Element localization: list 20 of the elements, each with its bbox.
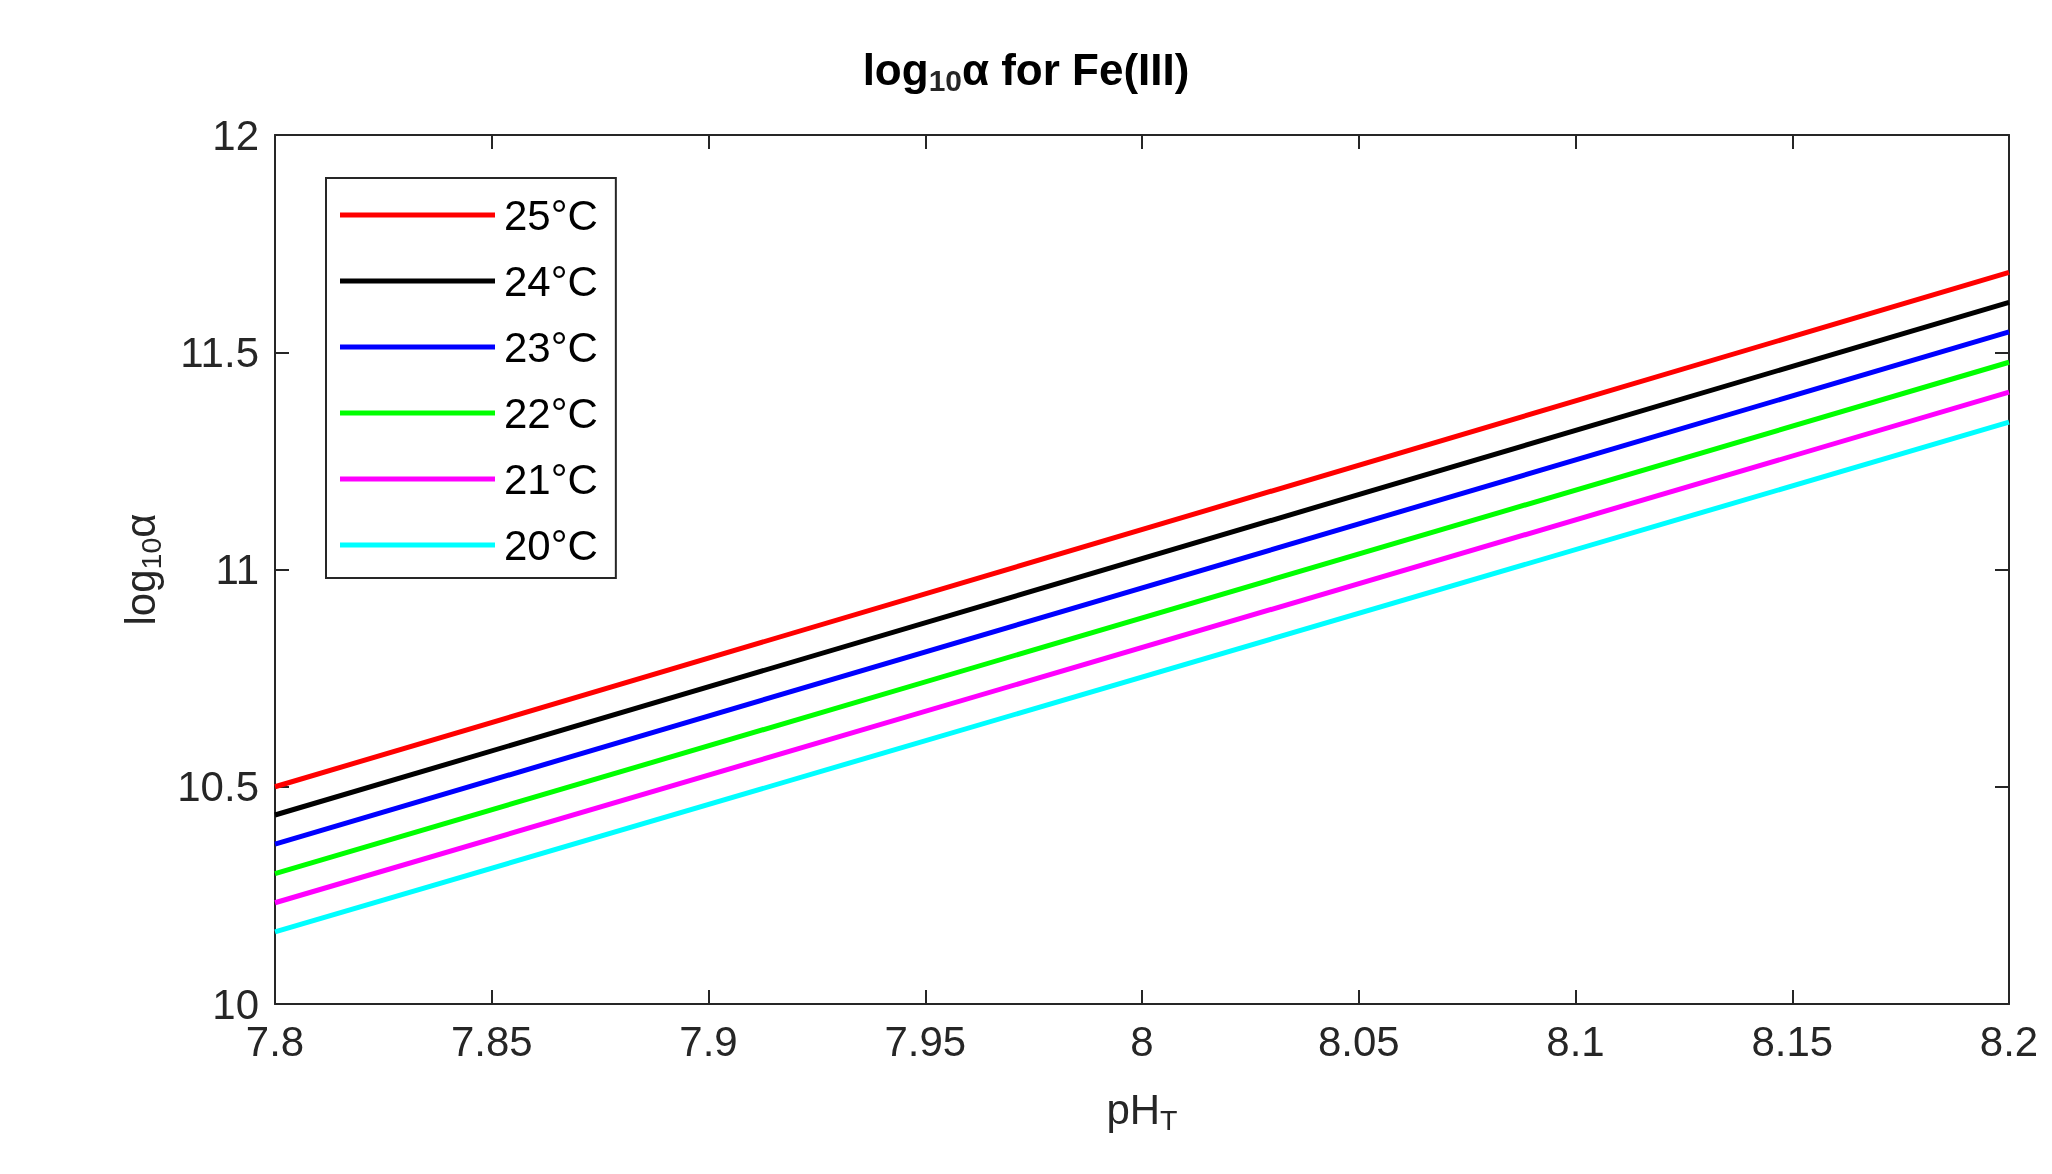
x-tick-label: 8.2 — [1979, 1017, 2039, 1065]
x-tick-label: 7.9 — [679, 1017, 738, 1065]
x-tick-label: 7.85 — [450, 1017, 533, 1065]
y-tick-label: 10 — [212, 980, 259, 1028]
legend-label: 21°C — [504, 455, 598, 503]
x-tick-label: 8.1 — [1546, 1017, 1605, 1065]
y-tick-label: 11.5 — [180, 328, 259, 376]
y-tick-label: 10.5 — [177, 763, 259, 811]
legend-label: 24°C — [504, 257, 598, 305]
y-tick-label: 12 — [212, 111, 259, 159]
x-tick-label: 8.15 — [1751, 1017, 1834, 1065]
legend-label: 23°C — [504, 323, 598, 371]
x-tick-label: 8 — [1130, 1017, 1154, 1065]
legend-label: 22°C — [504, 389, 598, 437]
y-axis-title: log10α — [116, 513, 167, 626]
legend-label: 20°C — [504, 521, 598, 569]
x-tick-label: 7.95 — [884, 1017, 967, 1065]
y-tick-label: 11 — [215, 546, 259, 593]
legend-label: 25°C — [504, 191, 598, 239]
x-tick-label: 8.05 — [1317, 1017, 1400, 1065]
